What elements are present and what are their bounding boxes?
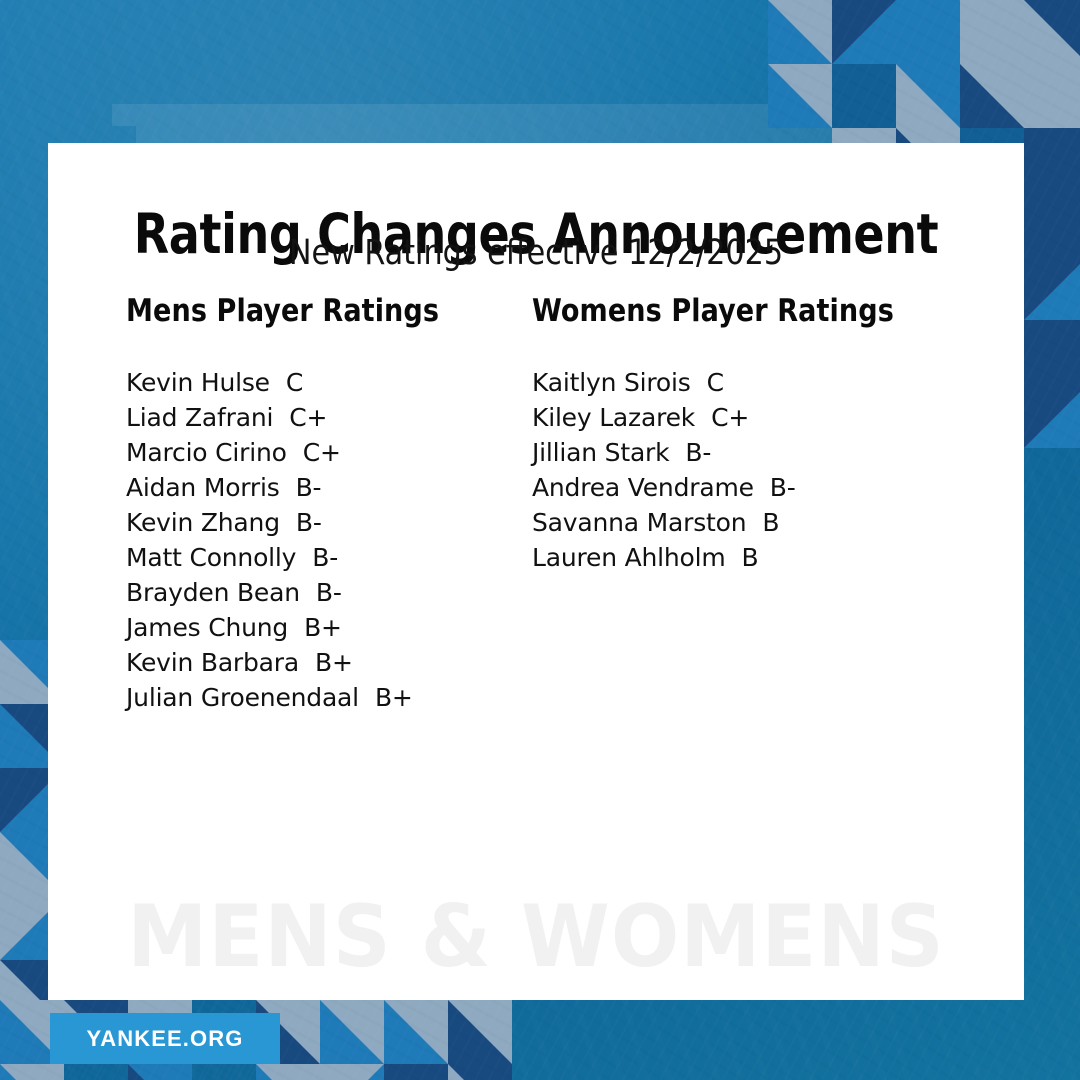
pattern-tile — [448, 1000, 512, 1064]
pattern-tile — [960, 0, 1024, 64]
announcement-card: MENS & WOMENS Rating Changes Announcemen… — [48, 143, 1024, 1000]
player-grade: B- — [295, 508, 322, 537]
pattern-tile — [384, 1064, 448, 1080]
player-grade: C — [706, 368, 724, 397]
player-grade: B- — [315, 578, 342, 607]
pattern-tile — [128, 1064, 192, 1080]
player-grade: B- — [312, 543, 339, 572]
player-grade: C — [285, 368, 304, 397]
player-rating-row: Kevin Zhang B- — [126, 505, 502, 540]
pattern-tile — [832, 64, 896, 128]
player-name: Savanna Marston — [532, 508, 747, 537]
player-rating-row: Jillian Stark B- — [532, 435, 1002, 470]
mens-column-heading: Mens Player Ratings — [126, 293, 440, 329]
pattern-tile — [1024, 64, 1080, 128]
site-url-badge[interactable]: YANKEE.ORG — [50, 1013, 280, 1064]
player-grade: B — [741, 543, 759, 572]
player-name: Liad Zafrani — [126, 403, 274, 432]
womens-ratings-column: Womens Player Ratings Kaitlyn Sirois C Kil… — [502, 293, 1002, 715]
player-name: Matt Connolly — [126, 543, 297, 572]
player-rating-row: Liad Zafrani C+ — [126, 400, 502, 435]
player-name: Jillian Stark — [532, 438, 670, 467]
player-name: Lauren Ahlholm — [532, 543, 726, 572]
womens-column-heading: Womens Player Ratings — [532, 293, 894, 329]
player-name: Brayden Bean — [126, 578, 300, 607]
player-rating-row: Julian Groenendaal B+ — [126, 680, 502, 715]
player-grade: B- — [769, 473, 796, 502]
player-rating-row: Andrea Vendrame B- — [532, 470, 1002, 505]
player-grade: C+ — [289, 403, 328, 432]
pattern-tile — [832, 0, 896, 64]
mens-player-list: Kevin Hulse C Liad Zafrani C+ Marcio Cirino C… — [126, 365, 502, 715]
player-name: Kevin Barbara — [126, 648, 299, 677]
player-name: Julian Groenendaal — [126, 683, 359, 712]
pattern-tile — [1024, 192, 1080, 256]
ratings-columns: Mens Player Ratings Kevin Hulse C Liad Zaf… — [48, 293, 1024, 715]
pattern-tile — [0, 1064, 64, 1080]
player-grade: B+ — [315, 648, 353, 677]
page-subtitle: New Ratings effective 12/2/2025 — [288, 233, 784, 273]
player-rating-row: Kevin Hulse C — [126, 365, 502, 400]
player-grade: B+ — [304, 613, 342, 642]
player-name: Aidan Morris — [126, 473, 280, 502]
geometric-pattern-right — [1024, 0, 1080, 448]
player-rating-row: Kaitlyn Sirois C — [532, 365, 1002, 400]
player-grade: B- — [295, 473, 322, 502]
player-rating-row: James Chung B+ — [126, 610, 502, 645]
pattern-tile — [960, 64, 1024, 128]
player-grade: C+ — [711, 403, 750, 432]
player-rating-row: Aidan Morris B- — [126, 470, 502, 505]
player-name: James Chung — [126, 613, 289, 642]
womens-player-list: Kaitlyn Sirois C Kiley Lazarek C+ Jillian St… — [532, 365, 1002, 575]
player-rating-row: Brayden Bean B- — [126, 575, 502, 610]
pattern-tile — [1024, 384, 1080, 448]
player-rating-row: Kiley Lazarek C+ — [532, 400, 1002, 435]
pattern-tile — [896, 64, 960, 128]
player-rating-row: Matt Connolly B- — [126, 540, 502, 575]
player-name: Kevin Hulse — [126, 368, 270, 397]
pattern-tile — [768, 64, 832, 128]
player-name: Kevin Zhang — [126, 508, 280, 537]
page-title: Rating Changes Announcement — [133, 201, 939, 266]
pattern-tile — [1024, 0, 1080, 64]
pattern-tile — [384, 1000, 448, 1064]
pattern-tile — [1024, 256, 1080, 320]
player-grade: B+ — [374, 683, 413, 712]
site-url-label: YANKEE.ORG — [86, 1025, 244, 1051]
pattern-tile — [896, 0, 960, 64]
player-name: Kiley Lazarek — [532, 403, 696, 432]
pattern-tile — [320, 1000, 384, 1064]
player-grade: C+ — [302, 438, 341, 467]
pattern-tile — [768, 0, 832, 64]
pattern-tile — [256, 1064, 320, 1080]
player-rating-row: Lauren Ahlholm B — [532, 540, 1002, 575]
pattern-tile — [448, 1064, 512, 1080]
pattern-tile — [320, 1064, 384, 1080]
pattern-tile — [1024, 128, 1080, 192]
player-rating-row: Savanna Marston B — [532, 505, 1002, 540]
player-rating-row: Marcio Cirino C+ — [126, 435, 502, 470]
watermark-text: MENS & WOMENS — [127, 887, 945, 987]
player-name: Andrea Vendrame — [532, 473, 754, 502]
player-grade: B- — [685, 438, 712, 467]
mens-ratings-column: Mens Player Ratings Kevin Hulse C Liad Zaf… — [48, 293, 502, 715]
player-name: Kaitlyn Sirois — [532, 368, 691, 397]
pattern-tile — [1024, 320, 1080, 384]
player-grade: B — [762, 508, 780, 537]
player-rating-row: Kevin Barbara B+ — [126, 645, 502, 680]
player-name: Marcio Cirino — [126, 438, 287, 467]
